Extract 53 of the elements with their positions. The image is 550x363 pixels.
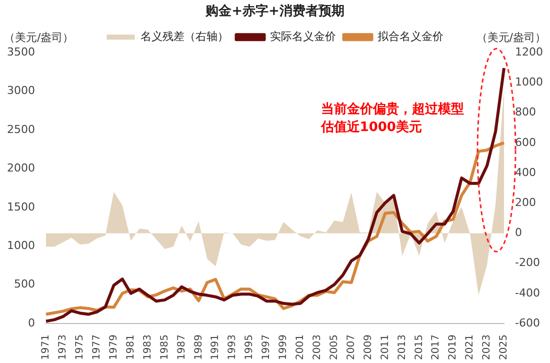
y-tick-label: 2500: [6, 122, 35, 136]
y2-tick-label: 0: [515, 226, 522, 240]
x-tick-label: 1971: [40, 334, 52, 360]
x-tick-label: 1999: [278, 334, 290, 360]
x-tick-label: 1981: [125, 334, 136, 360]
chart-title: 购金+赤字+消费者预期: [204, 3, 344, 20]
x-tick-label: 1985: [159, 334, 170, 360]
x-tick-label: 2009: [362, 334, 374, 360]
x-tick-label: 1997: [261, 334, 272, 360]
x-tick-label: 2025: [498, 334, 510, 360]
annotation: 当前金价偏贵，超过模型估值近1000美元: [320, 101, 465, 138]
y-tick-label: 0: [28, 316, 35, 330]
y-tick-label: 2000: [6, 162, 35, 175]
y-tick-label: 500: [14, 278, 35, 291]
y2-tick-label: -600: [515, 316, 540, 330]
x-tick-label: 1989: [193, 334, 204, 360]
y-tick-label: 1000: [6, 238, 35, 252]
x-tick-label: 2023: [482, 334, 493, 360]
y-tick-label: 1500: [6, 200, 35, 214]
x-tick-label: 2017: [430, 334, 442, 360]
x-tick-label: 2001: [295, 334, 306, 360]
y-axis-title: （美元/盎司）: [4, 30, 74, 46]
y2-axis-title: （美元/盎司）: [476, 30, 546, 46]
x-tick-label: 1975: [74, 334, 86, 360]
x-tick-label: 2013: [396, 334, 408, 360]
x-tick-label: 1977: [91, 334, 102, 360]
y2-tick-label: 800: [515, 106, 536, 119]
y2-tick-label: 400: [515, 166, 536, 179]
x-tick-label: 2007: [346, 334, 357, 360]
legend-label: 名义残差（右轴）: [140, 30, 228, 43]
y2-tick-label: -400: [515, 286, 540, 300]
x-tick-label: 2015: [414, 334, 425, 360]
x-tick-label: 1973: [58, 334, 69, 360]
x-tick-label: 2011: [380, 334, 391, 360]
x-tick-label: 2019: [448, 334, 459, 360]
x-tick-label: 1993: [227, 334, 238, 360]
y2-tick-label: 200: [515, 196, 536, 209]
x-tick-label: 2021: [464, 334, 476, 360]
x-tick-label: 2003: [312, 334, 323, 360]
legend-label: 拟合名义金价: [377, 30, 444, 43]
x-tick-label: 1987: [176, 334, 188, 360]
y2-tick-label: -200: [515, 256, 540, 270]
y2-tick-label: 1000: [515, 76, 544, 89]
x-tick-label: 1979: [108, 334, 120, 360]
y-tick-label: 3000: [6, 84, 35, 98]
y-tick-label: 3500: [6, 45, 35, 58]
x-tick-label: 1995: [244, 334, 256, 360]
y2-tick-label: 600: [515, 136, 536, 149]
x-tick-label: 1983: [142, 334, 154, 360]
x-tick-label: 1991: [210, 334, 222, 360]
y2-tick-label: 1200: [515, 45, 544, 58]
x-tick-label: 2005: [328, 334, 340, 360]
legend-label: 实际名义金价: [270, 30, 336, 43]
